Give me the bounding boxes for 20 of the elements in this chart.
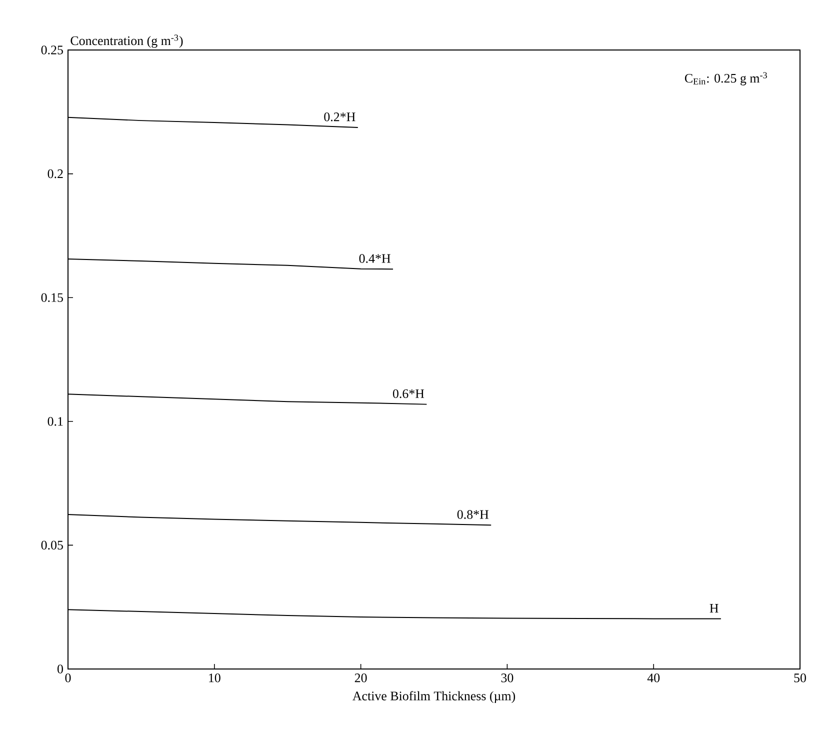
x-tick-label: 50 [794,674,806,682]
x-tick-label: 40 [647,674,660,682]
y-tick-label: 0.15 [41,293,63,302]
y-axis-title: Concentration (g m$^{-3}$) [70,34,183,48]
x-tick-label: 0 [65,674,71,682]
y-tick-label: 0.1 [48,417,63,426]
series-label: 0.8*H [457,510,489,519]
series-label: H [710,604,718,613]
annotation: C$_{Ein}$: 0.25 g m$^{-3}$ [684,72,767,86]
series-label: 0.4*H [359,254,390,263]
y-tick-label: 0 [58,664,63,674]
x-tick-label: 20 [354,674,367,682]
y-tick-label: 0.2 [48,169,63,178]
x-tick-label: 10 [209,674,220,682]
y-tick-label: 0.05 [41,540,63,550]
x-tick-label: 30 [501,674,514,682]
x-axis-title: Active Biofilm Thickness (µm) [352,691,516,703]
series-label: 0.6*H [392,389,424,398]
y-tick-label: 0.25 [41,46,63,54]
series-label: 0.2*H [324,112,356,122]
